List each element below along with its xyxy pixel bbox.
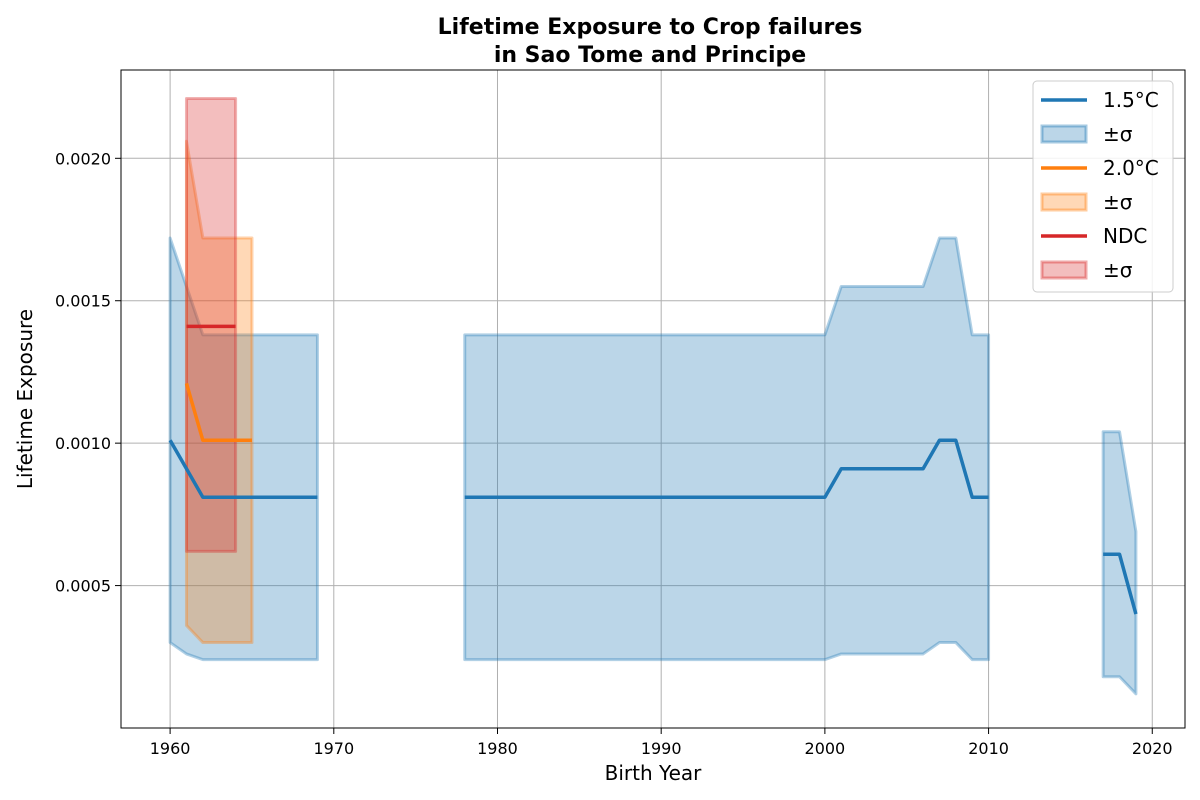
legend: 1.5°C ±σ 2.0°C ±σ NDC ±σ — [1032, 80, 1174, 293]
mean-line-1-5-c — [1103, 552, 1138, 615]
grid-lines — [121, 70, 1185, 728]
legend-label-2-0-c: 2.0°C — [1103, 156, 1159, 180]
x-tick-label: 1980 — [477, 739, 518, 758]
mean-line-1-5-c — [168, 439, 318, 500]
std-band-1-5-c — [1101, 430, 1138, 696]
y-axis-ticks: 0.0005 0.0010 0.0015 0.0020 — [55, 149, 121, 596]
y-tick-label: 0.0005 — [55, 577, 111, 596]
legend-swatch-band-2-0-c — [1040, 192, 1088, 212]
legend-label-1-5-c: 1.5°C — [1103, 88, 1159, 112]
mean-line-1-5-c — [464, 438, 989, 500]
std-band-1-5-c — [168, 236, 319, 662]
y-tick-label: 0.0020 — [55, 149, 111, 168]
legend-band-label-2-0-c: ±σ — [1103, 190, 1133, 214]
legend-swatch-band-ndc — [1040, 260, 1088, 280]
mean-line-2-0-c — [184, 382, 252, 443]
legend-box — [1032, 80, 1174, 293]
y-tick-label: 0.0010 — [55, 434, 111, 453]
chart-title-line-1: Lifetime Exposure to Crop failures — [438, 15, 863, 40]
x-tick-label: 2020 — [1132, 739, 1173, 758]
legend-swatch-band-1-5-c — [1040, 124, 1088, 144]
y-axis-label: Lifetime Exposure — [13, 309, 37, 489]
x-tick-label: 1990 — [641, 739, 682, 758]
mean-lines — [168, 324, 1138, 615]
x-tick-label: 1960 — [150, 739, 191, 758]
x-tick-label: 2000 — [805, 739, 846, 758]
x-axis-label: Birth Year — [605, 761, 702, 785]
x-tick-label: 1970 — [313, 739, 354, 758]
x-axis-ticks: 1960 1970 1980 1990 2000 2010 2020 — [150, 728, 1173, 758]
legend-band-label-1-5-c: ±σ — [1103, 122, 1133, 146]
std-band-2-0-c — [184, 139, 254, 645]
std-bands — [168, 96, 1138, 696]
y-tick-label: 0.0015 — [55, 292, 111, 311]
plot-frame — [120, 69, 1186, 729]
x-tick-label: 2010 — [968, 739, 1009, 758]
std-band-1-5-c — [463, 236, 991, 662]
chart-title-line-2: in Sao Tome and Principe — [494, 43, 806, 68]
legend-band-label-ndc: ±σ — [1103, 258, 1133, 282]
legend-label-ndc: NDC — [1103, 224, 1147, 248]
